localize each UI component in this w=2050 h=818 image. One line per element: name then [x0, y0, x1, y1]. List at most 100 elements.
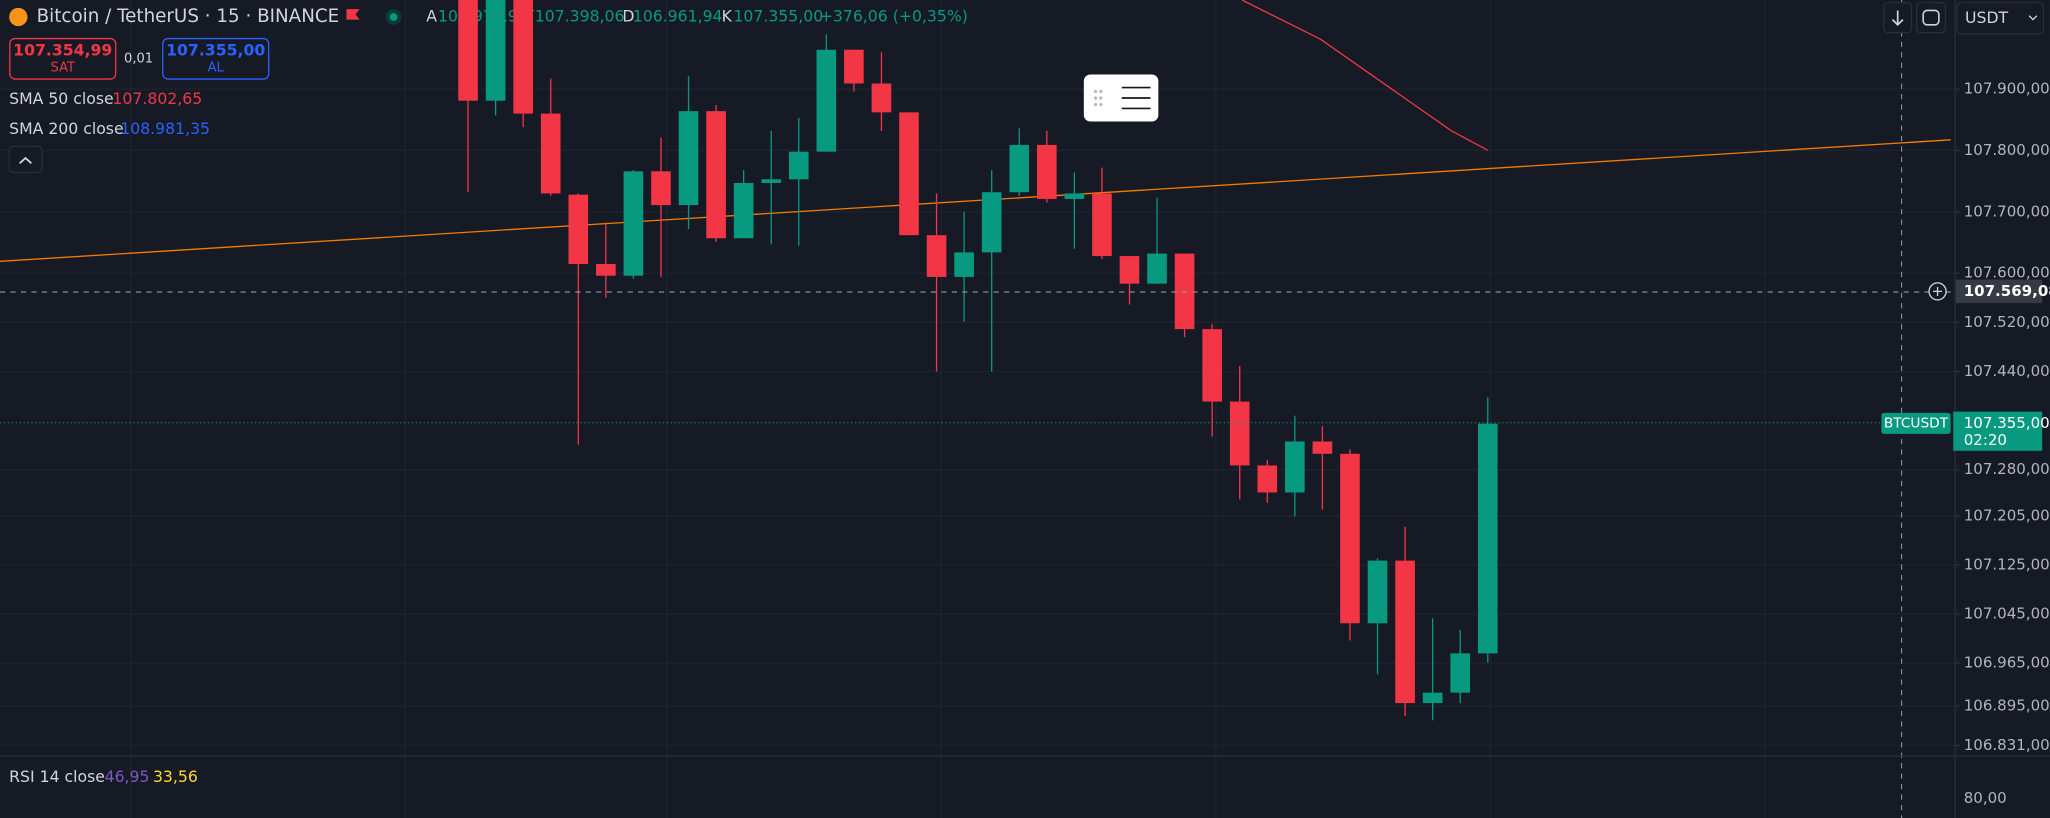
low-value: 106.961,94: [633, 6, 723, 25]
sell-price: 107.354,99: [13, 40, 112, 59]
y-tick-label: 107.900,00: [1964, 80, 2050, 98]
sma-200-line: [0, 139, 1951, 262]
symbol[interactable]: Bitcoin / TetherUS · 15 · BINANCE: [37, 6, 340, 27]
candle-body: [1340, 453, 1360, 624]
candle-body: [954, 252, 974, 277]
candle-body: [623, 171, 644, 276]
candle-body: [1092, 193, 1112, 257]
candle-body: [816, 49, 837, 152]
spread: 0,01: [124, 51, 153, 66]
y-axis: 107.900,00 107.800,00 107.700,00 107.600,00…: [1954, 80, 2050, 754]
last-price: 107.355,00: [1964, 414, 2050, 432]
y-tick-label: 107.800,00: [1964, 141, 2050, 159]
y-tick-label: 106.831,00: [1964, 736, 2050, 754]
candle-body: [981, 192, 1002, 253]
candle-body: [540, 113, 561, 194]
candle-body: [458, 0, 478, 101]
indicator-name[interactable]: SMA 50 close: [9, 89, 113, 108]
candle-body: [844, 49, 864, 84]
coin-icon: [9, 7, 28, 27]
buy-price: 107.355,00: [166, 40, 265, 59]
add-icon: [1932, 286, 1943, 296]
candle-body: [1119, 256, 1140, 284]
y-tick-label: 107.205,00: [1964, 506, 2050, 524]
floating-toolbar[interactable]: [1083, 74, 1159, 122]
candle-body: [1064, 193, 1085, 199]
candle-body: [1257, 465, 1278, 493]
candle-body: [1312, 441, 1333, 454]
sma-50-line: [1241, 0, 1489, 151]
indicator-name[interactable]: SMA 200 close: [9, 119, 123, 138]
scroll-icon: [1891, 10, 1904, 27]
candle-body: [485, 0, 506, 101]
candle-body: [733, 182, 754, 239]
collapse-button[interactable]: [8, 145, 43, 174]
candles: [458, 0, 1498, 721]
reset-button[interactable]: [1915, 1, 1947, 34]
y-tick-label: 106.965,00: [1964, 654, 2050, 672]
status-dot: [389, 13, 398, 21]
candle-body: [871, 83, 892, 113]
y-tick-label: 107.700,00: [1964, 202, 2050, 220]
sell-button[interactable]: [9, 37, 117, 80]
symbol-tag: [1881, 412, 1951, 434]
crosshair-price-box: [1955, 279, 2043, 304]
close-label: K: [722, 6, 733, 25]
y-tick-label: 107.125,00: [1964, 555, 2050, 573]
candle-body: [513, 0, 533, 114]
y-tick-label: 107.440,00: [1964, 362, 2050, 380]
symbol-tag-text: BTCUSDT: [1884, 415, 1949, 431]
close-value: 107.355,00: [733, 6, 823, 25]
candle-body: [1285, 441, 1305, 493]
y-tick-label: 107.280,00: [1964, 460, 2050, 478]
candle-body: [568, 194, 589, 265]
change: +376,06 (+0,35%): [820, 6, 968, 25]
candle-body: [1395, 560, 1415, 704]
indicator-value: 107.802,65: [112, 89, 202, 108]
high-value: 107.398,06: [535, 6, 625, 25]
sell-label: SAT: [51, 60, 76, 75]
y-tick-label: 107.045,00: [1964, 605, 2050, 623]
currency-dropdown[interactable]: [1956, 1, 2045, 35]
candle-body: [1202, 329, 1222, 402]
collapse-icon: [19, 156, 32, 165]
candle-body: [1422, 692, 1443, 704]
candle-body: [678, 111, 699, 206]
candle-body: [651, 171, 671, 206]
rsi-name[interactable]: RSI 14 close: [9, 767, 105, 786]
low-label: D: [622, 6, 634, 25]
buy-button[interactable]: [162, 37, 270, 80]
menu-icon[interactable]: [1121, 86, 1151, 110]
flag[interactable]: [346, 9, 360, 20]
reset-icon: [1922, 9, 1940, 26]
open-label: A: [426, 6, 437, 25]
grid: [0, 0, 1955, 818]
y-tick-label: 107.600,00: [1964, 264, 2050, 282]
candle-body: [788, 151, 809, 180]
last-price-box: [1953, 411, 2043, 451]
dropdown-arrow: [2028, 15, 2038, 21]
candle-body: [1037, 144, 1057, 199]
indicator-value: 108.981,35: [120, 119, 210, 138]
rsi-value: 33,56: [153, 767, 198, 786]
candle-body: [1367, 560, 1388, 624]
candle-body: [1477, 423, 1498, 654]
candle-body: [899, 112, 919, 236]
candle-body: [1229, 401, 1250, 466]
rsi-value: 46,95: [105, 767, 150, 786]
candle-body: [761, 179, 782, 183]
y-tick-label: 106.895,00: [1964, 697, 2050, 715]
rsi-tick: 80,00: [1964, 789, 2007, 807]
candle-body: [1009, 144, 1030, 193]
candle-body: [1147, 253, 1167, 284]
candle-body: [926, 235, 947, 277]
candle-body: [1450, 653, 1471, 693]
candle-body: [706, 111, 726, 239]
candle-body: [1174, 253, 1195, 330]
countdown: 02:20: [1964, 431, 2007, 449]
drag-handle: [1094, 89, 1103, 107]
candle-body: [596, 264, 616, 276]
